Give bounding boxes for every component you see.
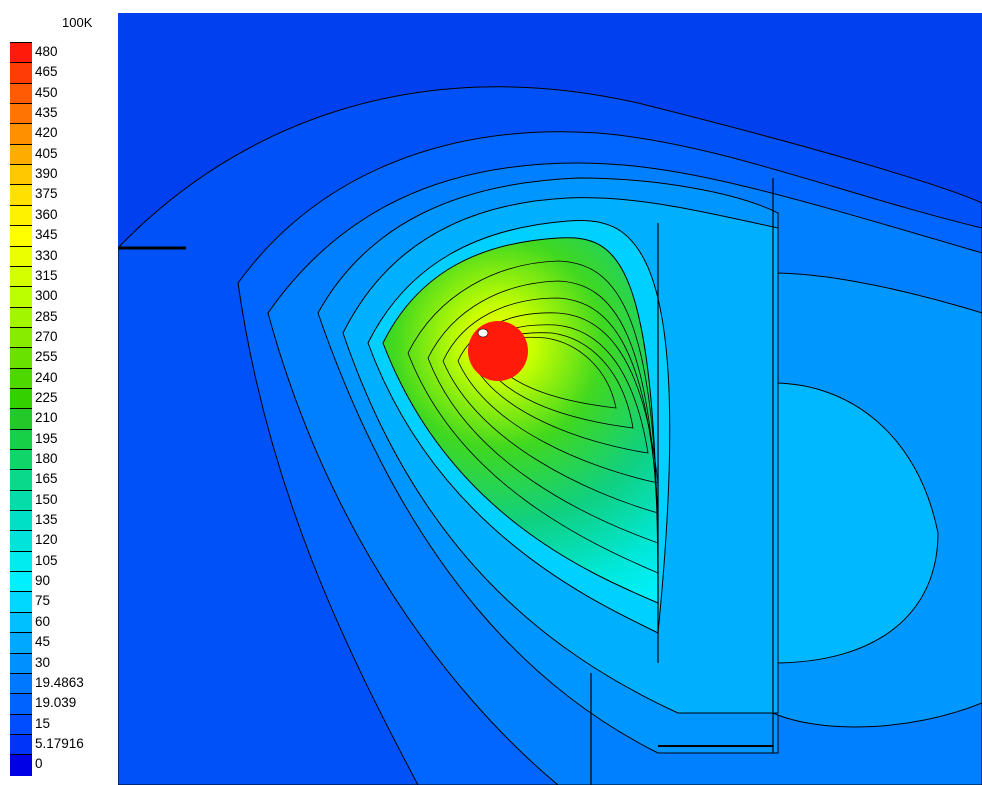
legend-swatch <box>10 184 32 206</box>
legend-level-label: 19.039 <box>35 695 77 711</box>
legend-level-label: 5.17916 <box>35 735 84 751</box>
legend-level-label: 75 <box>35 593 51 609</box>
legend-level-label: 390 <box>35 166 58 182</box>
legend-swatch <box>10 82 32 105</box>
legend-level-label: 19.4863 <box>35 674 84 690</box>
contour-2 <box>427 280 659 544</box>
legend-swatch <box>10 754 32 776</box>
legend-level-label: 60 <box>35 613 51 629</box>
contour-3 <box>442 297 659 514</box>
legend-swatch <box>10 672 32 695</box>
legend-swatch <box>10 143 32 166</box>
legend-swatch <box>10 326 32 349</box>
legend-level-label: 45 <box>35 634 51 650</box>
legend-level-label: 210 <box>35 410 58 426</box>
legend-swatch <box>10 245 32 267</box>
legend-level-label: 420 <box>35 125 58 141</box>
legend-unit-label: 100K <box>62 15 93 30</box>
contour-1 <box>407 260 659 574</box>
legend-swatch <box>10 164 32 186</box>
heat-source-highlight <box>477 328 489 338</box>
legend-swatch <box>10 225 32 247</box>
legend-level-label: 360 <box>35 206 58 222</box>
legend-level-label: 135 <box>35 512 58 528</box>
legend-swatch <box>10 123 32 145</box>
legend-swatch <box>10 367 32 389</box>
legend-level-label: 480 <box>35 44 58 59</box>
legend-swatch <box>10 611 32 634</box>
structure-lines <box>118 178 774 785</box>
field-hot-region <box>382 237 659 604</box>
legend-swatch <box>10 550 32 573</box>
legend-level-label: 150 <box>35 491 58 507</box>
legend-level-label: 300 <box>35 288 58 304</box>
legend-swatch <box>10 489 32 512</box>
legend-level-label: 285 <box>35 308 58 324</box>
legend-level-label: 105 <box>35 552 58 568</box>
color-legend: 100K 480 465 450 435 420 405 390 375 360 345 330 31… <box>0 0 118 785</box>
legend-level-label: 270 <box>35 328 58 344</box>
field-band-right-inner <box>772 382 939 664</box>
legend-level-label: 15 <box>35 715 51 731</box>
legend-level-label: 120 <box>35 532 58 548</box>
legend-swatch <box>10 510 32 532</box>
legend-swatch <box>10 428 32 450</box>
legend-swatch <box>10 591 32 613</box>
legend-level-label: 375 <box>35 186 58 202</box>
legend-level-label: 465 <box>35 64 58 80</box>
legend-swatch <box>10 693 32 715</box>
legend-swatch <box>10 530 32 552</box>
legend-level-label: 195 <box>35 430 58 446</box>
legend-swatch <box>10 347 32 369</box>
legend-swatch <box>10 469 32 491</box>
legend-level-label: 180 <box>35 451 58 466</box>
legend-swatch <box>10 733 32 756</box>
legend-level-label: 240 <box>35 369 58 385</box>
legend-level-label: 435 <box>35 105 58 121</box>
contour-plot <box>118 13 982 785</box>
legend-swatch <box>10 571 32 593</box>
legend-level-label: 0 <box>35 756 43 772</box>
legend-swatch <box>10 306 32 328</box>
contour-4 <box>457 312 659 484</box>
legend-level-label: 345 <box>35 227 58 243</box>
legend-level-label: 255 <box>35 349 58 365</box>
heat-source <box>468 321 528 381</box>
legend-swatch <box>10 387 32 410</box>
legend-swatch <box>10 103 32 125</box>
legend-swatch <box>10 286 32 308</box>
legend-swatch <box>10 713 32 735</box>
legend-level-label: 30 <box>35 654 51 670</box>
legend-swatch <box>10 632 32 654</box>
legend-swatch <box>10 408 32 430</box>
legend-swatch <box>10 62 32 84</box>
legend-level-label: 330 <box>35 247 58 263</box>
legend-level-label: 165 <box>35 471 58 487</box>
legend-swatch <box>10 652 32 674</box>
legend-level-label: 225 <box>35 389 58 405</box>
legend-level-label: 450 <box>35 84 58 100</box>
legend-swatch <box>10 204 32 227</box>
legend-swatch <box>10 265 32 288</box>
legend-level-label: 315 <box>35 267 58 283</box>
legend-swatch <box>10 42 32 64</box>
legend-level-label: 90 <box>35 573 51 589</box>
legend-swatch <box>10 449 32 471</box>
legend-level-label: 405 <box>35 145 58 161</box>
